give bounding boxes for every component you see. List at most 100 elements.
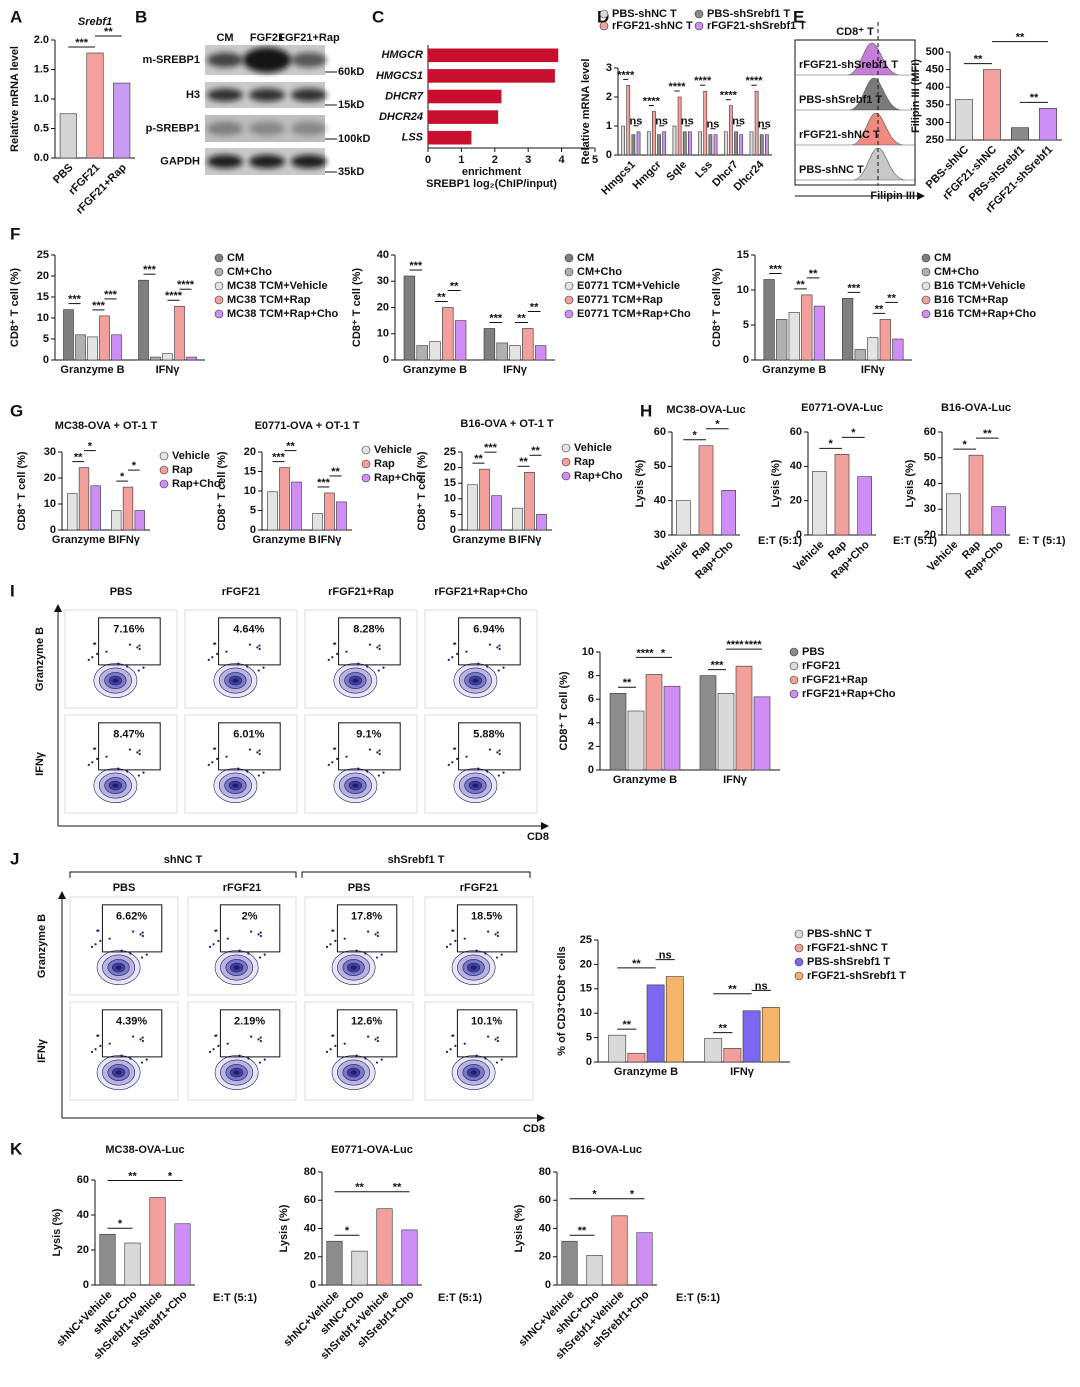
significance-label: ** — [632, 958, 641, 970]
flow-event — [378, 647, 381, 651]
flow-event — [497, 774, 500, 777]
flow-contour — [112, 783, 119, 788]
row-label: Granzyme B — [36, 914, 48, 978]
significance-label: ** — [887, 292, 896, 304]
legend-label: PBS-shSrebf1 T — [707, 8, 790, 20]
y-tick-label: 60 — [790, 426, 802, 438]
flow-event — [117, 662, 120, 665]
y-axis-label: Lysis (%) — [51, 1208, 63, 1256]
gate — [101, 1009, 163, 1058]
significance-label: *** — [104, 289, 118, 301]
flow-event — [345, 755, 348, 758]
legend-label: PBS-shNC T — [807, 928, 872, 940]
flow-event — [248, 748, 252, 751]
y-tick-label: 0 — [310, 1279, 316, 1291]
significance-label: **** — [694, 75, 712, 87]
bar — [134, 510, 145, 531]
flow-event — [463, 937, 466, 940]
legend-marker — [361, 445, 371, 455]
size-label: 15kD — [338, 99, 364, 111]
gate — [458, 722, 521, 771]
legend-label: Rap — [574, 456, 595, 468]
bar — [291, 481, 302, 531]
y-tick-label: 15 — [580, 983, 592, 995]
bar — [682, 131, 687, 156]
gate — [458, 617, 521, 666]
group-bracket — [69, 871, 297, 878]
histogram-curve — [795, 77, 915, 111]
bar — [842, 298, 854, 361]
y-tick-label: 8 — [588, 670, 594, 682]
bar — [428, 48, 559, 63]
flow-event — [207, 658, 210, 661]
flow-event — [91, 656, 94, 659]
bar — [496, 342, 508, 361]
legend-marker — [794, 971, 804, 981]
significance-label: *** — [92, 300, 106, 312]
flow-event — [136, 751, 139, 754]
flow-event — [94, 642, 97, 645]
y-tick-label: 50 — [654, 460, 666, 472]
flow-event — [357, 767, 360, 770]
flow-event — [136, 646, 139, 649]
bar — [122, 486, 134, 531]
bar — [627, 1052, 646, 1063]
y-tick-label: 2 — [588, 740, 594, 752]
y-tick-label: 0 — [586, 1056, 592, 1068]
y-tick-label: 30 — [924, 503, 936, 515]
legend-marker — [564, 295, 574, 305]
category-label: Granzyme B — [252, 534, 316, 546]
significance-label: * — [118, 1218, 123, 1230]
x-tick-label: 5 — [592, 154, 598, 166]
flow-event — [145, 1058, 148, 1061]
y-tick-label: 1 — [606, 120, 612, 132]
legend-marker — [564, 281, 574, 291]
column-header: rFGF21 — [222, 586, 261, 598]
gate-percent: 17.8% — [351, 911, 382, 923]
flow-event — [334, 1044, 337, 1047]
bar — [416, 345, 428, 361]
flow-contour — [233, 1070, 240, 1075]
bar — [983, 69, 1001, 141]
bar — [522, 328, 534, 361]
y-tick-label: 15 — [37, 291, 49, 303]
legend-label: Rap — [172, 464, 193, 476]
gate — [338, 722, 401, 771]
flow-event — [212, 943, 215, 946]
bar — [759, 134, 764, 156]
bar — [662, 131, 667, 156]
flow-event — [262, 771, 265, 774]
bar — [677, 96, 682, 156]
y-tick-label: 15 — [444, 477, 456, 489]
bar — [351, 1250, 368, 1286]
legend-marker — [561, 471, 571, 481]
category-label: IFNγ — [730, 1066, 755, 1078]
bar — [867, 337, 879, 361]
bar — [646, 131, 651, 156]
bar — [491, 495, 502, 531]
blot-band — [249, 88, 285, 102]
bar — [454, 320, 467, 361]
flow-event — [138, 752, 141, 756]
y-tick-label: 5 — [743, 319, 749, 331]
flow-event — [486, 770, 489, 773]
flow-event — [488, 748, 492, 751]
y-axis-label: CD8⁺ T cell (%) — [351, 268, 363, 347]
flow-event — [120, 949, 123, 952]
column-header: rFGF21 — [223, 882, 262, 894]
y-tick-label: 60 — [654, 426, 666, 438]
significance-label: ns — [659, 950, 672, 962]
panel-letter: C — [372, 7, 384, 26]
significance-label: * — [120, 471, 125, 483]
significance-label: **** — [165, 290, 183, 302]
y-tick-label: 20 — [77, 1244, 89, 1256]
bar — [621, 125, 625, 156]
bar — [703, 90, 708, 156]
flow-contour — [232, 783, 239, 788]
chart-title: E0771-OVA-Luc — [331, 1144, 413, 1156]
significance-label: *** — [272, 452, 286, 464]
significance-label: ** — [728, 984, 737, 996]
bar — [631, 134, 636, 156]
flow-event — [142, 666, 145, 669]
flow-event — [378, 644, 381, 647]
